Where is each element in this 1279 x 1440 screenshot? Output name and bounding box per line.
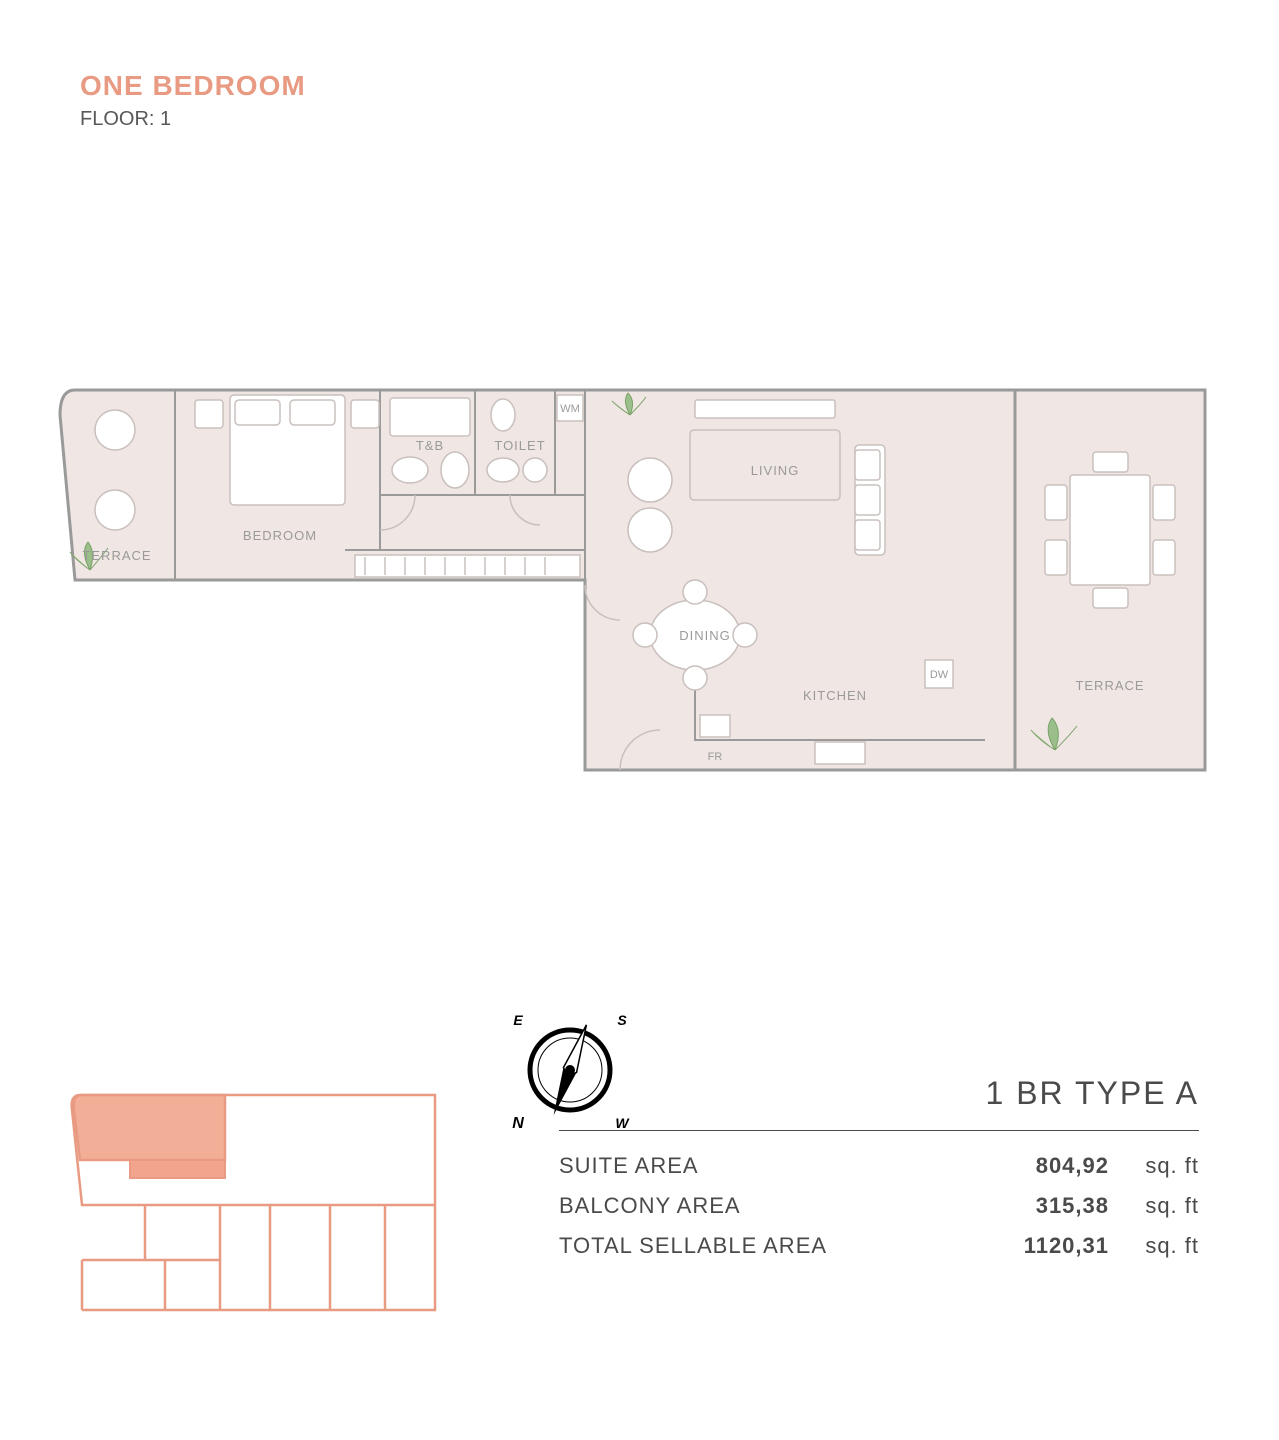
label-dining: DINING — [679, 628, 731, 643]
spec-value: 315,38 — [969, 1193, 1109, 1219]
unit-highlight-step — [130, 1160, 225, 1178]
spec-value: 804,92 — [969, 1153, 1109, 1179]
unit-highlight — [74, 1095, 225, 1160]
unit-title: ONE BEDROOM — [80, 70, 306, 102]
label-terrace-right: TERRACE — [1075, 678, 1144, 693]
header: ONE BEDROOM FLOOR: 1 — [80, 70, 306, 131]
locator-map — [70, 1070, 450, 1320]
spec-label: SUITE AREA — [559, 1153, 969, 1179]
floorplan-svg: TERRACE BEDROOM T&B TOILET WM LIVING DIN… — [55, 360, 1210, 790]
label-fr: FR — [708, 751, 723, 763]
spec-unit: sq. ft — [1119, 1153, 1199, 1179]
label-tb: T&B — [416, 438, 444, 453]
unit-type-name: 1 BR TYPE A — [559, 1075, 1199, 1112]
floorplan: TERRACE BEDROOM T&B TOILET WM LIVING DIN… — [55, 360, 1210, 790]
spec-row-total: TOTAL SELLABLE AREA 1120,31 sq. ft — [559, 1233, 1199, 1259]
spec-unit: sq. ft — [1119, 1233, 1199, 1259]
compass-n: N — [512, 1115, 524, 1132]
spec-row-suite: SUITE AREA 804,92 sq. ft — [559, 1153, 1199, 1179]
compass-s: S — [617, 1012, 627, 1028]
label-living: LIVING — [751, 463, 800, 478]
spec-row-balcony: BALCONY AREA 315,38 sq. ft — [559, 1193, 1199, 1219]
specs-divider — [559, 1130, 1199, 1131]
specs-block: 1 BR TYPE A SUITE AREA 804,92 sq. ft BAL… — [559, 1075, 1199, 1273]
spec-value: 1120,31 — [969, 1233, 1109, 1259]
label-dw: DW — [930, 669, 949, 681]
compass-e: E — [513, 1012, 523, 1028]
label-wm: WM — [560, 403, 580, 415]
spec-label: BALCONY AREA — [559, 1193, 969, 1219]
label-toilet: TOILET — [494, 438, 545, 453]
label-kitchen: KITCHEN — [803, 688, 867, 703]
label-terrace-left: TERRACE — [82, 548, 151, 563]
spec-unit: sq. ft — [1119, 1193, 1199, 1219]
floor-label: FLOOR: 1 — [80, 108, 306, 131]
label-bedroom: BEDROOM — [243, 528, 317, 543]
spec-label: TOTAL SELLABLE AREA — [559, 1233, 969, 1259]
